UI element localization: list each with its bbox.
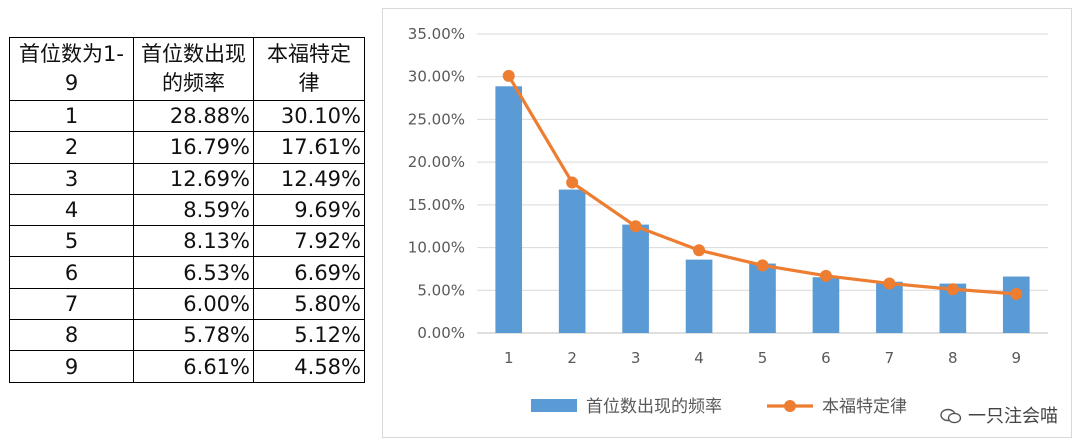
line-point (946, 283, 959, 296)
table-cell: 1 (9, 99, 134, 133)
table-cell: 4 (9, 193, 134, 227)
y-tick-label: 15.00% (408, 196, 465, 214)
table-cell: 9 (9, 350, 134, 383)
table-row: 4 8.59% 9.69% (9, 193, 365, 227)
wechat-icon (940, 408, 962, 424)
table-cell: 3 (9, 162, 134, 195)
table-cell: 30.10% (253, 99, 365, 133)
legend-line-marker (784, 400, 796, 412)
table-cell: 12.49% (253, 162, 365, 195)
x-tick-label: 9 (1012, 349, 1022, 367)
bar (876, 281, 903, 333)
table-header-cell: 首位数出现的频率 (133, 37, 254, 101)
bar (749, 263, 776, 333)
table-row: 8 5.78% 5.12% (9, 319, 365, 352)
x-tick-label: 6 (821, 349, 831, 367)
line-point (883, 277, 896, 290)
table-cell: 7.92% (253, 225, 365, 258)
line-point (502, 69, 515, 82)
combo-chart: 0.00% 5.00% 10.00% 15.00% 20.00% 25.00% 30.00%… (408, 25, 1048, 417)
table-cell: 6.00% (133, 287, 254, 321)
table-header-cell: 首位数为1-9 (9, 37, 134, 101)
bar (622, 224, 649, 333)
y-tick-label: 5.00% (417, 281, 465, 299)
table-row: 9 6.61% 4.58% (9, 350, 365, 383)
line-point (1010, 287, 1023, 300)
table-body: 首位数为1-9 首位数出现的频率 本福特定律 1 28.88% 30.10% 2 16.79%… (9, 37, 365, 383)
table-header-row: 首位数为1-9 首位数出现的频率 本福特定律 (9, 37, 365, 101)
watermark-text: 一只注会喵 (968, 406, 1058, 427)
line-point (566, 176, 579, 189)
table-cell: 6.53% (133, 256, 254, 289)
bar (1002, 276, 1030, 333)
y-tick-label: 10.00% (408, 239, 465, 257)
table-cell: 5.12% (253, 319, 365, 352)
table-cell: 5.78% (133, 319, 254, 352)
chart-area: 0.00% 5.00% 10.00% 15.00% 20.00% 25.00% 30.00%… (382, 8, 1072, 438)
y-tick-label: 30.00% (408, 68, 465, 86)
y-tick-label: 25.00% (408, 110, 465, 128)
table-row: 2 16.79% 17.61% (9, 131, 365, 164)
table-cell: 7 (9, 287, 134, 321)
legend-bar-swatch (531, 399, 577, 412)
table-row: 1 28.88% 30.10% (9, 99, 365, 133)
table-row: 7 6.00% 5.80% (9, 287, 365, 321)
table-cell: 5 (9, 225, 134, 258)
legend-label-line: 本福特定律 (822, 397, 907, 417)
y-tick-label: 35.00% (408, 25, 465, 43)
table-row: 3 12.69% 12.49% (9, 162, 365, 195)
x-tick-label: 1 (504, 349, 514, 367)
y-tick-label: 0.00% (417, 324, 465, 342)
bar (812, 277, 840, 333)
table-cell: 6.69% (253, 256, 365, 289)
table-cell: 12.69% (133, 162, 254, 195)
table-cell: 9.69% (253, 193, 365, 227)
table-row: 6 6.53% 6.69% (9, 256, 365, 289)
bar (685, 259, 713, 333)
table-cell: 2 (9, 131, 134, 164)
y-tick-label: 20.00% (408, 153, 465, 171)
line-point (756, 259, 769, 272)
x-tick-label: 5 (758, 349, 768, 367)
bar (495, 86, 523, 333)
line-point (693, 244, 706, 257)
table-cell: 4.58% (253, 350, 365, 383)
table-row: 5 8.13% 7.92% (9, 225, 365, 258)
table-cell: 5.80% (253, 287, 365, 321)
x-tick-label: 7 (885, 349, 895, 367)
table-header-cell: 本福特定律 (253, 37, 365, 101)
x-tick-label: 2 (567, 349, 577, 367)
x-tick-label: 4 (694, 349, 704, 367)
table-cell: 8 (9, 319, 134, 352)
line-point (819, 269, 832, 282)
x-tick-label: 3 (631, 349, 641, 367)
line-point (629, 220, 642, 233)
table-cell: 8.13% (133, 225, 254, 258)
table-cell: 6 (9, 256, 134, 289)
table-cell: 17.61% (253, 131, 365, 164)
legend-label-bar: 首位数出现的频率 (586, 397, 722, 417)
table-cell: 8.59% (133, 193, 254, 227)
table-cell: 6.61% (133, 350, 254, 383)
table-cell: 16.79% (133, 131, 254, 164)
data-table: 首位数为1-9 首位数出现的频率 本福特定律 1 28.88% 30.10% 2 16.79%… (9, 37, 365, 383)
x-tick-label: 8 (948, 349, 958, 367)
bar (558, 189, 586, 333)
table-cell: 28.88% (133, 99, 254, 133)
watermark: 一只注会喵 (940, 402, 1058, 428)
